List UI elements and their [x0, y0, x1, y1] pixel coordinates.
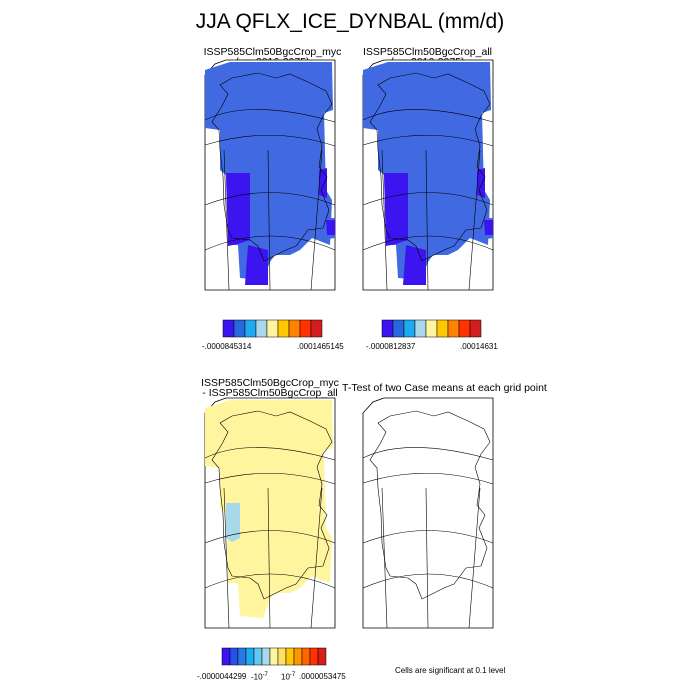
panel-title-bottom-left: ISSP585Clm50BgcCrop_myc - ISSP585Clm50Bg…	[195, 377, 345, 399]
colorbar-swatch	[255, 319, 268, 338]
panel-title-line1: ISSP585Clm50BgcCrop_myc	[203, 46, 342, 58]
light-blue-cells	[226, 503, 240, 542]
colorbar-swatch	[277, 647, 287, 666]
panel-title-line2: - ISSP585Clm50BgcCrop_all	[202, 387, 338, 399]
colorbar-swatch	[469, 319, 482, 338]
difference-field	[205, 400, 333, 618]
colorbar-swatch	[436, 319, 449, 338]
colorbar-top-right	[381, 319, 482, 338]
map-panel-bottom-left	[204, 397, 336, 629]
significance-note: Cells are significant at 0.1 level	[395, 666, 506, 675]
deep-blue-cells	[226, 173, 250, 246]
colorbar-swatch	[244, 319, 257, 338]
colorbar-swatch	[447, 319, 460, 338]
colorbar-swatch	[403, 319, 416, 338]
panel-title-bottom-right: T-Test of two Case means at each grid po…	[342, 382, 547, 394]
map-panel-top-left	[204, 59, 336, 291]
colorbar-swatch	[301, 647, 311, 666]
panel-title-line1: ISSP585Clm50BgcCrop_myc	[201, 377, 339, 389]
colorbar-swatch	[317, 647, 327, 666]
colorbar-min-label: -.0000044299	[197, 672, 247, 681]
colorbar-swatch	[221, 647, 231, 666]
ice-field	[205, 62, 335, 285]
colorbar-swatch	[288, 319, 301, 338]
colorbar-swatch	[310, 319, 323, 338]
colorbar-swatch	[237, 647, 247, 666]
colorbar-swatch	[381, 319, 394, 338]
colorbar-swatch	[425, 319, 438, 338]
colorbar-max-label: .0000053475	[299, 672, 346, 681]
colorbar-swatch	[285, 647, 295, 666]
colorbar-swatch	[245, 647, 255, 666]
colorbar-swatch	[266, 319, 279, 338]
colorbar-swatch	[392, 319, 405, 338]
colorbar-min-label: -.0000812837	[366, 342, 416, 351]
colorbar-swatch	[414, 319, 427, 338]
colorbar-min-label: -.0000845314	[202, 342, 252, 351]
colorbar-top-left	[222, 319, 323, 338]
colorbar-swatch	[229, 647, 239, 666]
colorbar-tick-label: -10-7	[251, 672, 268, 682]
colorbar-tick-label: 10-7	[281, 672, 296, 682]
colorbar-bottom-left	[221, 647, 327, 666]
colorbar-swatch	[233, 319, 246, 338]
deep-blue-cells	[384, 173, 408, 246]
colorbar-swatch	[293, 647, 303, 666]
colorbar-max-label: .0001465145	[297, 342, 344, 351]
colorbar-swatch	[299, 319, 312, 338]
colorbar-swatch	[458, 319, 471, 338]
colorbar-swatch	[253, 647, 263, 666]
panel-title-line1: ISSP585Clm50BgcCrop_all	[363, 46, 492, 58]
colorbar-swatch	[309, 647, 319, 666]
ice-field	[363, 62, 493, 285]
map-panel-bottom-right	[362, 397, 494, 629]
colorbar-swatch	[269, 647, 279, 666]
map-panel-top-right	[362, 59, 494, 291]
figure-title: JJA QFLX_ICE_DYNBAL (mm/d)	[195, 10, 505, 33]
colorbar-swatch	[222, 319, 235, 338]
colorbar-max-label: .00014631	[460, 342, 498, 351]
colorbar-swatch	[261, 647, 271, 666]
colorbar-swatch	[277, 319, 290, 338]
